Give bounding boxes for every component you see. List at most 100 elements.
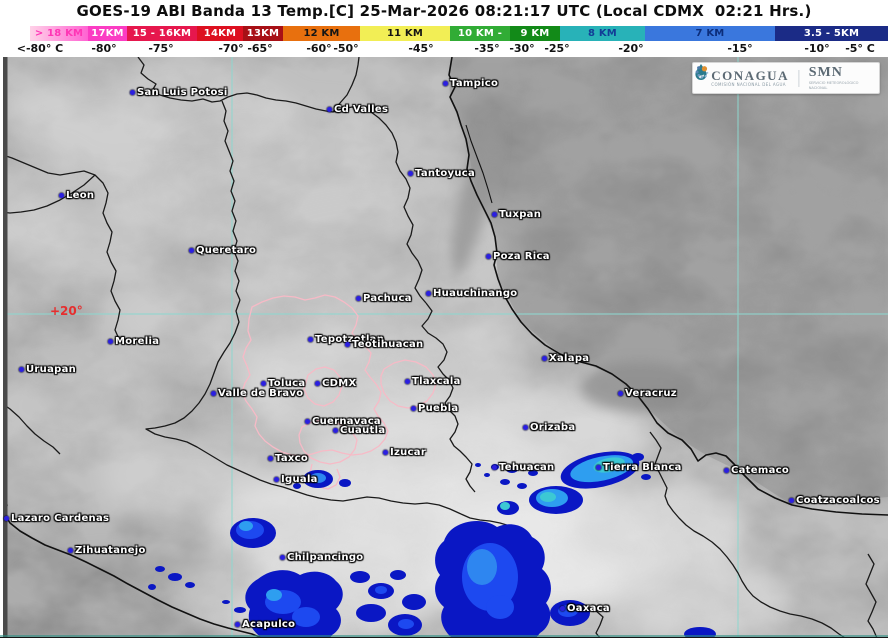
pink-state-borders bbox=[241, 294, 437, 490]
city-label: Valle de Bravo bbox=[218, 388, 304, 399]
map-frame-left bbox=[3, 57, 8, 638]
city-label: Poza Rica bbox=[493, 251, 550, 262]
city-dot-icon bbox=[305, 419, 310, 424]
city-label: Tepotzotlan bbox=[315, 334, 385, 345]
city-marker: Uruapan bbox=[19, 364, 76, 375]
city-label: Acapulco bbox=[242, 619, 296, 630]
legend-altitude-segment: 3.5 - 5KM bbox=[775, 26, 888, 41]
city-label: Coatzacoalcos bbox=[796, 495, 880, 506]
city-dot-icon bbox=[411, 406, 416, 411]
city-marker: Xalapa bbox=[542, 353, 589, 364]
city-marker: Tuxpan bbox=[492, 209, 541, 220]
city-label: Queretaro bbox=[196, 245, 257, 256]
city-marker: Izucar bbox=[383, 447, 426, 458]
legend-temp-label: -5° C bbox=[845, 42, 875, 55]
city-dot-icon bbox=[560, 606, 565, 611]
city-dot-icon bbox=[405, 379, 410, 384]
legend-temp-label: -30° bbox=[509, 42, 535, 55]
agency-logo-box: CONAGUA COMISIÓN NACIONAL DEL AGUA | SMN bbox=[692, 62, 880, 94]
city-marker: Poza Rica bbox=[486, 251, 550, 262]
city-dot-icon bbox=[345, 342, 350, 347]
city-label: Veracruz bbox=[625, 388, 677, 399]
city-marker: Cuernavaca bbox=[305, 416, 381, 427]
city-label: Toluca bbox=[268, 378, 306, 389]
legend-temp-label: -25° bbox=[544, 42, 570, 55]
city-dot-icon bbox=[308, 337, 313, 342]
city-marker: Morelia bbox=[108, 336, 159, 347]
city-marker: Lazaro Cardenas bbox=[4, 513, 109, 524]
city-marker: Tlaxcala bbox=[405, 376, 461, 387]
city-label: Cuautla bbox=[340, 425, 386, 436]
legend-temp-label: -10° bbox=[804, 42, 830, 55]
city-label: Tehuacan bbox=[499, 462, 555, 473]
city-marker: CDMX bbox=[315, 378, 357, 389]
gridlines bbox=[0, 57, 888, 638]
city-marker: Cd Valles bbox=[327, 104, 388, 115]
city-label: Uruapan bbox=[26, 364, 77, 375]
city-dot-icon bbox=[130, 90, 135, 95]
city-label: Pachuca bbox=[363, 293, 412, 304]
city-dot-icon bbox=[315, 381, 320, 386]
city-label: Teotihuacan bbox=[352, 339, 424, 350]
city-label: Tuxpan bbox=[499, 209, 542, 220]
city-dot-icon bbox=[261, 381, 266, 386]
logo-divider: | bbox=[795, 68, 802, 88]
city-label: Iguala bbox=[281, 474, 318, 485]
state-borders bbox=[0, 57, 878, 638]
city-dot-icon bbox=[4, 516, 9, 521]
city-marker: Queretaro bbox=[189, 245, 256, 256]
city-dot-icon bbox=[443, 81, 448, 86]
city-label: Tlaxcala bbox=[412, 376, 461, 387]
legend-altitude-segment: 15 - 16KM bbox=[127, 26, 197, 41]
city-dot-icon bbox=[280, 555, 285, 560]
coastlines bbox=[0, 57, 888, 638]
city-dot-icon bbox=[542, 356, 547, 361]
legend-altitude-segment: 9 KM bbox=[510, 26, 560, 41]
legend-temp-label: -80° bbox=[91, 42, 117, 55]
smn-label: SMN bbox=[808, 64, 843, 80]
smn-subtitle: SERVICIO METEOROLÓGICO NACIONAL bbox=[808, 80, 859, 90]
city-label: Oaxaca bbox=[567, 603, 610, 614]
temperature-legend-bar: <-80° C -80° -75° -70° -65° -60° -50° -45° -35° -… bbox=[0, 41, 888, 57]
smn-logo: SMN SERVICIO METEOROLÓGICO NACIONAL bbox=[695, 64, 861, 90]
city-marker: Chilpancingo bbox=[280, 552, 363, 563]
city-label: Tierra Blanca bbox=[603, 462, 682, 473]
city-dot-icon bbox=[108, 339, 113, 344]
legend-altitude-segment: 12 KM bbox=[283, 26, 360, 41]
legend-temp-label: -15° bbox=[727, 42, 753, 55]
city-dot-icon bbox=[596, 465, 601, 470]
city-dot-icon bbox=[268, 456, 273, 461]
city-dot-icon bbox=[383, 450, 388, 455]
city-dot-icon bbox=[327, 107, 332, 112]
satellite-map: San Luis Potosi Tampico Cd Valles Leon Tanto… bbox=[0, 57, 888, 638]
legend-temp-label: -20° bbox=[618, 42, 644, 55]
city-marker: San Luis Potosi bbox=[130, 87, 228, 98]
legend-temp-label: -65° bbox=[247, 42, 273, 55]
legend-altitude-segment: > 18 KM bbox=[30, 26, 88, 41]
city-dot-icon bbox=[68, 548, 73, 553]
city-marker: Toluca bbox=[261, 378, 305, 389]
left-margin bbox=[0, 57, 3, 638]
city-dot-icon bbox=[333, 428, 338, 433]
city-marker: Tehuacan bbox=[492, 462, 554, 473]
city-label: Morelia bbox=[115, 336, 160, 347]
city-dot-icon bbox=[618, 391, 623, 396]
city-dot-icon bbox=[492, 465, 497, 470]
city-marker: Zihuatanejo bbox=[68, 545, 146, 556]
city-dot-icon bbox=[274, 477, 279, 482]
city-dot-icon bbox=[211, 391, 216, 396]
city-marker: Tepotzotlan bbox=[308, 334, 384, 345]
city-label: Izucar bbox=[390, 447, 427, 458]
city-label: Puebla bbox=[418, 403, 459, 414]
city-label: Orizaba bbox=[530, 422, 576, 433]
map-artwork bbox=[0, 57, 888, 638]
city-marker: Oaxaca bbox=[560, 603, 610, 614]
city-label: Chilpancingo bbox=[287, 552, 364, 563]
city-marker: Teotihuacan bbox=[345, 339, 423, 350]
city-marker: Tampico bbox=[443, 78, 498, 89]
city-label: Taxco bbox=[275, 453, 309, 464]
legend-altitude-segment: 10 KM - bbox=[450, 26, 510, 41]
city-dot-icon bbox=[426, 291, 431, 296]
legend-temp-label: -50° bbox=[333, 42, 359, 55]
